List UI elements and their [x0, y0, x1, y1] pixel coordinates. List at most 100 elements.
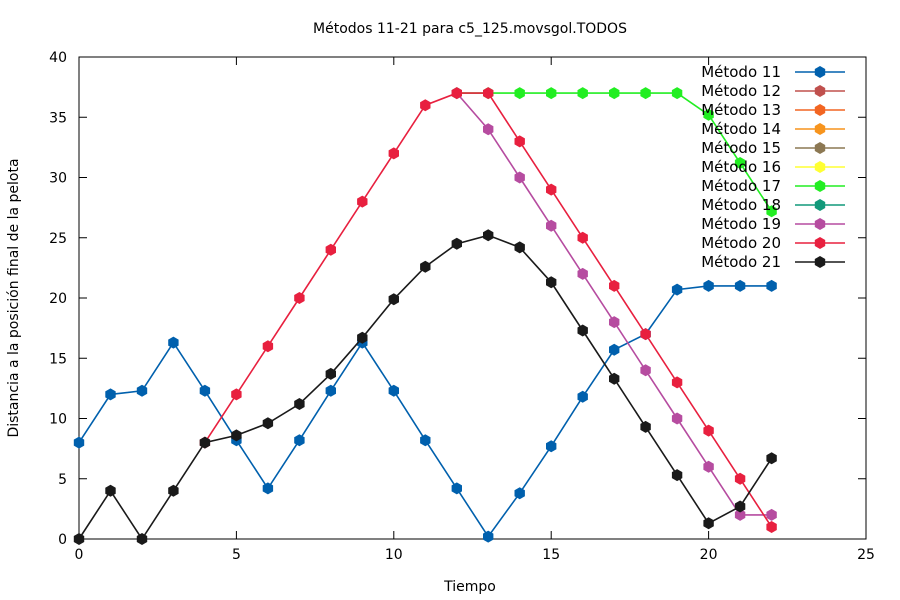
legend-label: Método 15	[701, 139, 781, 157]
data-point	[766, 508, 777, 521]
data-point	[231, 429, 242, 442]
data-point	[703, 424, 714, 437]
data-point	[734, 508, 746, 521]
data-point	[640, 328, 651, 341]
data-point	[703, 279, 714, 292]
legend-label: Método 20	[701, 234, 781, 252]
legend-label: Método 13	[701, 101, 781, 119]
legend-marker	[814, 237, 826, 249]
data-point	[420, 434, 431, 447]
data-point	[262, 417, 274, 430]
data-point	[514, 135, 525, 148]
data-point	[136, 384, 148, 397]
x-tick-label: 25	[857, 547, 875, 563]
legend-label: Método 18	[701, 196, 781, 214]
data-point	[766, 205, 777, 218]
data-point	[734, 500, 746, 513]
data-point	[325, 243, 336, 256]
data-point	[734, 472, 746, 485]
data-point	[294, 292, 305, 304]
x-axis-label: Tiempo	[443, 579, 496, 595]
data-point	[514, 87, 525, 100]
legend-label: Método 19	[701, 215, 781, 233]
y-tick-label: 10	[49, 412, 67, 428]
data-point	[703, 108, 714, 121]
data-point	[388, 384, 399, 397]
series-9	[451, 87, 777, 521]
data-point	[451, 237, 462, 250]
data-point	[357, 331, 368, 344]
legend-label: Método 11	[701, 63, 781, 81]
data-point	[766, 521, 777, 533]
data-point	[451, 482, 462, 495]
legend-marker	[814, 104, 826, 116]
data-point	[73, 436, 85, 449]
data-point	[671, 469, 683, 482]
y-tick-label: 40	[49, 50, 67, 66]
data-point	[73, 533, 85, 545]
series-layer	[73, 87, 777, 545]
series-1	[73, 279, 777, 543]
data-point	[609, 372, 620, 385]
chart-title: Métodos 11-21 para c5_125.movsgol.TODOS	[313, 21, 627, 37]
legend-marker	[814, 256, 826, 268]
data-point	[514, 241, 525, 254]
legend-marker	[814, 123, 826, 135]
series-10	[199, 87, 777, 533]
data-point	[483, 530, 494, 543]
data-point	[609, 343, 620, 356]
data-point	[546, 87, 557, 100]
x-tick-label: 0	[75, 547, 84, 563]
data-point	[199, 384, 211, 397]
legend-marker	[814, 218, 826, 230]
legend-marker	[814, 142, 826, 154]
data-point	[105, 388, 116, 401]
data-point	[609, 279, 620, 292]
x-tick-label: 20	[700, 547, 718, 563]
data-point	[546, 276, 557, 289]
data-point	[325, 384, 336, 397]
y-tick-label: 35	[49, 110, 67, 126]
data-point	[671, 283, 683, 296]
data-point	[168, 336, 179, 349]
data-point	[294, 398, 305, 410]
data-point	[514, 487, 525, 500]
y-tick-label: 20	[49, 291, 67, 307]
data-point	[766, 279, 777, 292]
legend-marker	[814, 180, 826, 192]
data-point	[640, 87, 651, 100]
series-line	[78, 285, 772, 539]
data-point	[388, 147, 399, 160]
legend-label: Método 21	[701, 253, 781, 271]
data-point	[483, 229, 494, 242]
data-point	[766, 452, 777, 465]
data-point	[420, 99, 431, 112]
plot-axes: 0 5 10 15 20 25 0 5 10 15 20 25 30 35 40	[49, 50, 875, 563]
legend-label: Método 12	[701, 82, 781, 100]
series-11	[73, 229, 777, 545]
data-point	[546, 183, 557, 196]
data-point	[294, 434, 305, 447]
data-point	[325, 367, 336, 380]
data-point	[640, 420, 651, 433]
y-tick-label: 25	[49, 231, 67, 247]
data-point	[262, 482, 274, 495]
legend-label: Método 14	[701, 120, 781, 138]
y-tick-label: 5	[58, 472, 67, 488]
data-point	[388, 293, 399, 306]
x-tick-label: 10	[385, 547, 403, 563]
legend-marker	[814, 161, 826, 173]
y-tick-label: 30	[49, 171, 67, 187]
legend-label: Método 17	[701, 177, 781, 195]
data-point	[671, 376, 683, 389]
data-point	[577, 231, 588, 244]
data-point	[577, 87, 588, 100]
data-point	[734, 279, 746, 292]
data-point	[514, 171, 525, 184]
data-point	[168, 484, 179, 497]
data-point	[609, 87, 620, 100]
data-point	[703, 460, 714, 473]
data-point	[609, 316, 620, 329]
